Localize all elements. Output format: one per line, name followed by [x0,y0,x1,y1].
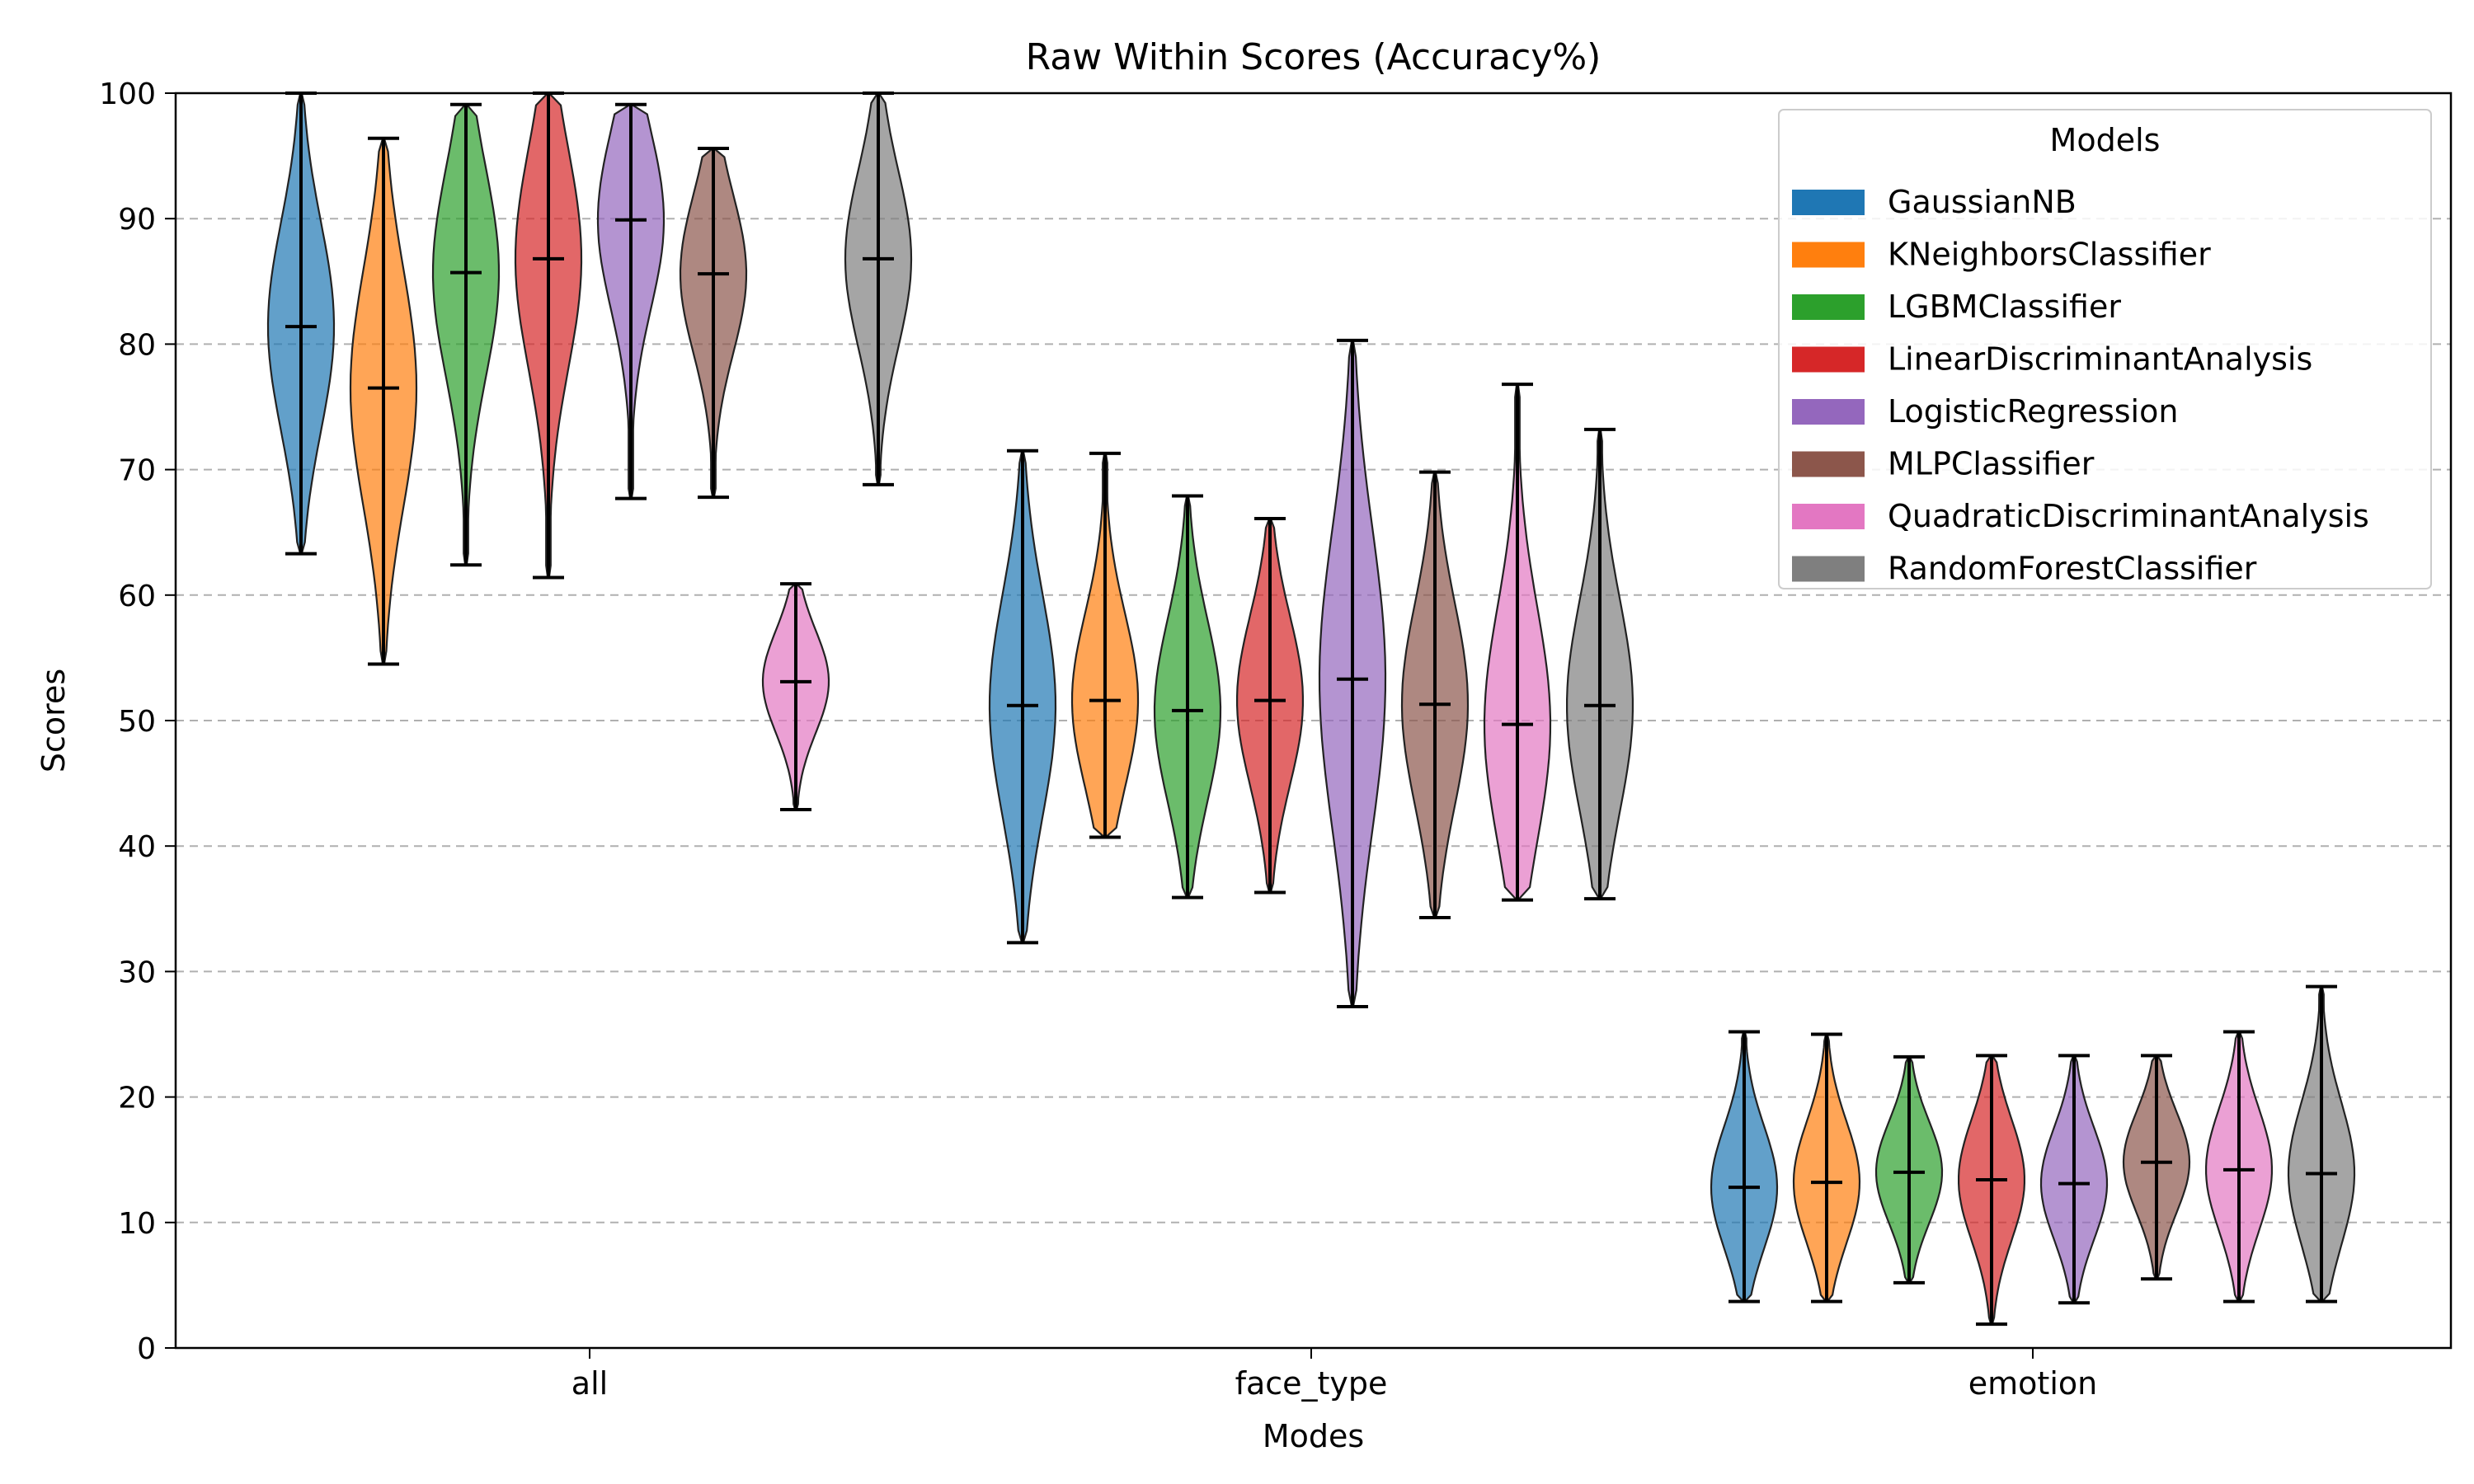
x-axis-label: Modes [1263,1418,1364,1454]
legend-item: LinearDiscriminantAnalysis [1792,341,2312,378]
x-tick-label: emotion [1968,1365,2097,1402]
violin-MLPClassifier-emotion [2122,1054,2191,1281]
legend-item: QuadraticDiscriminantAnalysis [1792,498,2369,534]
legend-swatch [1792,242,1865,268]
violin-KNeighborsClassifier-emotion [1792,1032,1861,1303]
legend-swatch [1792,294,1865,320]
violin-RandomForestClassifier-all [844,92,913,486]
violin-MLPClassifier-face_type [1400,470,1470,919]
legend-item: MLPClassifier [1792,446,2095,482]
violin-layer [266,92,2356,1327]
legend-swatch [1792,399,1865,425]
violin-LGBMClassifier-all [431,102,501,567]
legend-swatch [1792,190,1865,215]
y-tick-label: 50 [118,705,156,739]
y-tick-label: 100 [99,77,156,111]
violin-RandomForestClassifier-face_type [1566,427,1634,901]
legend: Models GaussianNB KNeighborsClassifier LGB… [1778,109,2432,589]
violin-MLPClassifier-all [679,146,748,500]
y-tick-label: 40 [118,830,156,864]
y-tick-label: 0 [137,1332,156,1366]
violin-LinearDiscriminantAnalysis-face_type [1236,516,1304,895]
violin-LinearDiscriminantAnalysis-emotion [1958,1054,2025,1327]
x-tick-label: face_type [1235,1365,1388,1402]
legend-label: QuadraticDiscriminantAnalysis [1888,498,2369,534]
violin-GaussianNB-emotion [1710,1030,1779,1303]
violin-GaussianNB-face_type [988,448,1057,945]
violin-RandomForestClassifier-emotion [2287,984,2356,1303]
legend-swatch [1792,504,1865,529]
violin-QuadraticDiscriminantAnalysis-face_type [1483,383,1552,902]
axes-layer: 0 10 20 30 40 50 60 70 80 90 100 all face_type emotio… [99,77,2097,1402]
y-tick-label: 60 [118,580,156,613]
legend-item: LGBMClassifier [1792,289,2121,325]
legend-item: GaussianNB [1792,184,2077,220]
y-tick-label: 30 [118,956,156,989]
y-axis-label: Scores [35,669,72,773]
y-tick-label: 80 [118,328,156,362]
violin-LGBMClassifier-emotion [1874,1054,1944,1284]
violin-KNeighborsClassifier-face_type [1070,451,1140,839]
violin-KNeighborsClassifier-all [349,136,418,666]
violin-QuadraticDiscriminantAnalysis-emotion [2205,1030,2273,1303]
y-tick-label: 70 [118,454,156,488]
violin-LogisticRegression-all [596,102,666,500]
legend-item: RandomForestClassifier [1792,551,2257,587]
legend-label: RandomForestClassifier [1888,551,2257,587]
legend-swatch [1792,556,1865,582]
legend-label: LGBMClassifier [1888,289,2121,325]
legend-label: LinearDiscriminantAnalysis [1888,341,2312,378]
legend-swatch [1792,451,1865,477]
legend-swatch [1792,346,1865,373]
legend-label: KNeighborsClassifier [1888,237,2211,273]
chart-title: Raw Within Scores (Accuracy%) [1026,36,1602,78]
legend-title: Models [2050,122,2161,158]
legend-item: KNeighborsClassifier [1792,237,2211,273]
legend-box [1778,109,2432,589]
legend-label: GaussianNB [1888,184,2077,220]
y-tick-label: 90 [118,203,156,237]
legend-label: LogisticRegression [1888,393,2178,430]
violin-LGBMClassifier-face_type [1153,494,1222,899]
violin-LogisticRegression-face_type [1318,338,1387,1009]
violin-QuadraticDiscriminantAnalysis-all [761,582,830,812]
x-tick-label: all [571,1365,608,1402]
legend-label: MLPClassifier [1888,446,2095,482]
y-tick-label: 10 [118,1207,156,1241]
y-tick-label: 20 [118,1082,156,1115]
violin-LogisticRegression-emotion [2039,1054,2109,1305]
legend-item: LogisticRegression [1792,393,2178,430]
violin-GaussianNB-all [266,92,336,556]
legend-items: GaussianNB KNeighborsClassifier LGBMClassi… [1792,184,2369,587]
